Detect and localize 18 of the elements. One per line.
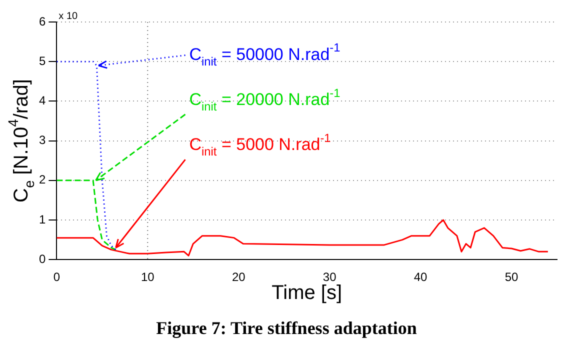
y-tick-label: 3 (38, 133, 46, 148)
y-tick-label: 1 (38, 212, 46, 226)
x-tick-label: 40 (414, 270, 428, 284)
text: x 10 (58, 10, 78, 22)
x-tick-label: 0 (53, 270, 60, 284)
x-axis-title: Time [s] (272, 282, 342, 304)
y-tick-label: 4 (38, 94, 46, 108)
caption: Figure 7: Tire stiffness adaptation (155, 318, 418, 339)
y-axis-title: Ce [N.104/rad] (4, 79, 37, 202)
y-tick-label: 5 (38, 54, 46, 68)
x-tick-label: 30 (322, 270, 337, 284)
x-tick-label: 20 (232, 270, 246, 284)
y-tick-label: 6 (38, 14, 46, 28)
y-tick-label: 2 (38, 172, 46, 187)
x-tick-label: 10 (140, 270, 155, 284)
x-tick-label: 50 (504, 270, 519, 284)
y-tick-label: 0 (38, 252, 46, 266)
line-series (56, 60, 117, 250)
